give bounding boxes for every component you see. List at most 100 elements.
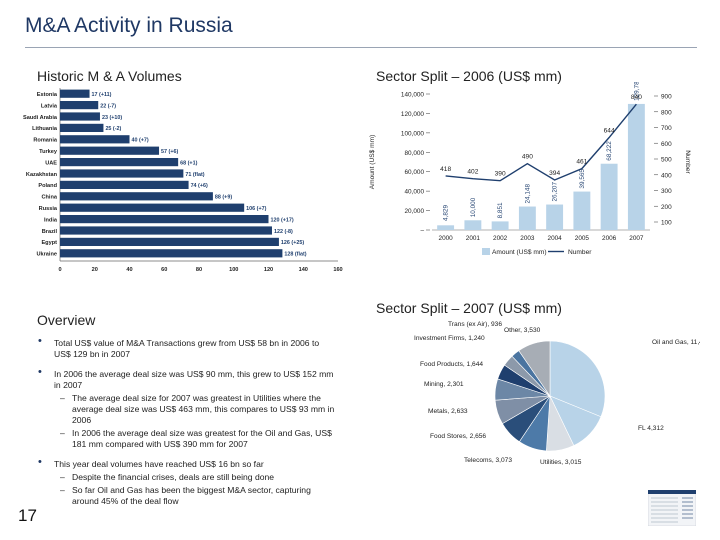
bar-value-label: 106 (+7): [246, 206, 266, 212]
amount-bar-label: 68,222: [606, 141, 613, 161]
x-tick-label: 2005: [575, 235, 590, 242]
pie-slice-label: Metals, 2,633: [428, 408, 468, 415]
number-point-label: 394: [549, 170, 560, 177]
category-label: Ukraine: [36, 252, 57, 258]
pie-slice: [549, 340, 606, 418]
amount-bar-label: 129,780: [633, 82, 640, 101]
bar-value-label: 57 (+6): [161, 149, 178, 155]
bar-value-label: 74 (+6): [191, 183, 208, 189]
amount-bar-label: 39,565: [579, 169, 586, 189]
bar-value-label: 22 (-7): [100, 103, 116, 109]
amount-bar-label: 8,851: [497, 202, 504, 218]
x-tick-label: 2006: [602, 235, 617, 242]
y-left-tick-label: 60,000: [404, 169, 424, 176]
y-right-tick-label: 700: [661, 125, 672, 132]
overview-bullet: This year deal volumes have reached US$ …: [38, 457, 338, 507]
pie-slice-label: Mining, 2,301: [424, 381, 464, 388]
x-tick-label: 2004: [548, 235, 563, 242]
x-tick-label: 2000: [439, 235, 454, 242]
y-left-tick-label: 100,000: [401, 130, 425, 137]
bar-value-label: 120 (+17): [271, 217, 294, 223]
page-title: M&A Activity in Russia: [25, 14, 233, 37]
pie-slice-label: Trans (ex Air), 936: [448, 321, 502, 328]
amount-bar: [546, 204, 564, 230]
bar: [60, 203, 245, 212]
overview-sub-bullet: Despite the financial crises, deals are …: [38, 472, 338, 483]
y-left-tick-label: 140,000: [401, 92, 425, 99]
y-right-tick-label: 200: [661, 204, 672, 211]
y-left-axis-title: Amount (US$ mm): [369, 135, 376, 190]
number-point-label: 418: [440, 166, 451, 173]
bar: [60, 180, 189, 189]
y-right-tick-label: 500: [661, 157, 672, 164]
amount-bar: [573, 191, 591, 230]
bar: [60, 169, 184, 178]
amount-bar-label: 4,829: [443, 205, 450, 221]
bar: [60, 89, 90, 98]
bar: [60, 123, 104, 132]
overview-bullet-text: Total US$ value of M&A Transactions grew…: [54, 338, 320, 359]
overview-bullet: In 2006 the average deal size was US$ 90…: [38, 367, 338, 450]
category-label: Brazil: [42, 229, 58, 235]
right-bottom-heading: Sector Split – 2007 (US$ mm): [376, 300, 562, 316]
category-label: Russia: [39, 206, 58, 212]
category-label: Romania: [33, 138, 58, 144]
mini-table-thumbnail-icon: [648, 490, 696, 526]
bar-value-label: 126 (+25): [281, 240, 304, 246]
number-point-label: 461: [576, 159, 587, 166]
page-number: 17: [18, 506, 37, 525]
bar: [60, 101, 99, 110]
amount-bar: [437, 225, 455, 230]
amount-bar: [518, 206, 536, 230]
x-tick-label: 2003: [520, 235, 535, 242]
title-divider: [25, 47, 697, 48]
bar-value-label: 128 (flat): [284, 252, 306, 258]
category-label: Poland: [38, 183, 57, 189]
category-label: Saudi Arabia: [23, 115, 58, 121]
amount-bar: [600, 163, 618, 230]
category-label: China: [41, 195, 57, 201]
amount-bar: [464, 220, 482, 230]
amount-bar-label: 26,207: [552, 182, 559, 202]
bar-value-label: 17 (+11): [92, 92, 112, 98]
category-label: India: [44, 217, 58, 223]
overview-bullet-text: In 2006 the average deal size was US$ 90…: [54, 369, 334, 390]
bar: [60, 249, 283, 258]
y-right-tick-label: 900: [661, 94, 672, 101]
bar-value-label: 122 (-8): [274, 229, 293, 235]
x-tick-label: 160: [333, 267, 342, 273]
bar-value-label: 40 (+7): [132, 138, 149, 144]
bar: [60, 135, 130, 144]
amount-bar-label: 24,148: [524, 184, 531, 204]
amount-bar-label: 10,000: [470, 197, 477, 217]
y-right-axis-title: Number: [684, 150, 691, 174]
bar: [60, 226, 272, 235]
y-left-tick-label: 40,000: [404, 189, 424, 196]
x-tick-label: 80: [196, 267, 202, 273]
x-tick-label: 40: [126, 267, 132, 273]
legend-number-label: Number: [568, 249, 592, 256]
pie-slice-label: Investment Firms, 1,240: [414, 335, 485, 342]
bar: [60, 112, 100, 121]
x-tick-label: 140: [299, 267, 308, 273]
category-label: Latvia: [41, 103, 58, 109]
overview-bullet: Total US$ value of M&A Transactions grew…: [38, 336, 338, 360]
bar: [60, 158, 179, 167]
category-label: Lithuania: [32, 126, 58, 132]
amount-bar: [627, 103, 645, 230]
pie-slice-label: Food Products, 1,644: [420, 361, 483, 368]
pie-slice-label: Food Stores, 2,656: [430, 433, 486, 440]
overview-heading: Overview: [37, 312, 96, 328]
number-point-label: 840: [631, 94, 642, 101]
historic-volumes-chart: Estonia 17 (+11) Latvia 22 (-7) Saudi Arabia…: [23, 88, 343, 273]
y-left-tick-label: 120,000: [401, 111, 425, 118]
x-tick-label: 2001: [466, 235, 481, 242]
sector-split-2007-pie: Oil and Gas, 11,466 FL 4,312 Utilities, 3,…: [414, 321, 700, 466]
bar-value-label: 71 (flat): [185, 172, 204, 178]
category-label: Kazakhstan: [26, 172, 58, 178]
bar-value-label: 23 (+10): [102, 115, 122, 121]
category-label: Turkey: [39, 149, 58, 155]
bar: [60, 237, 279, 246]
y-right-tick-label: 300: [661, 188, 672, 195]
bar-value-label: 25 (-2): [105, 126, 121, 132]
